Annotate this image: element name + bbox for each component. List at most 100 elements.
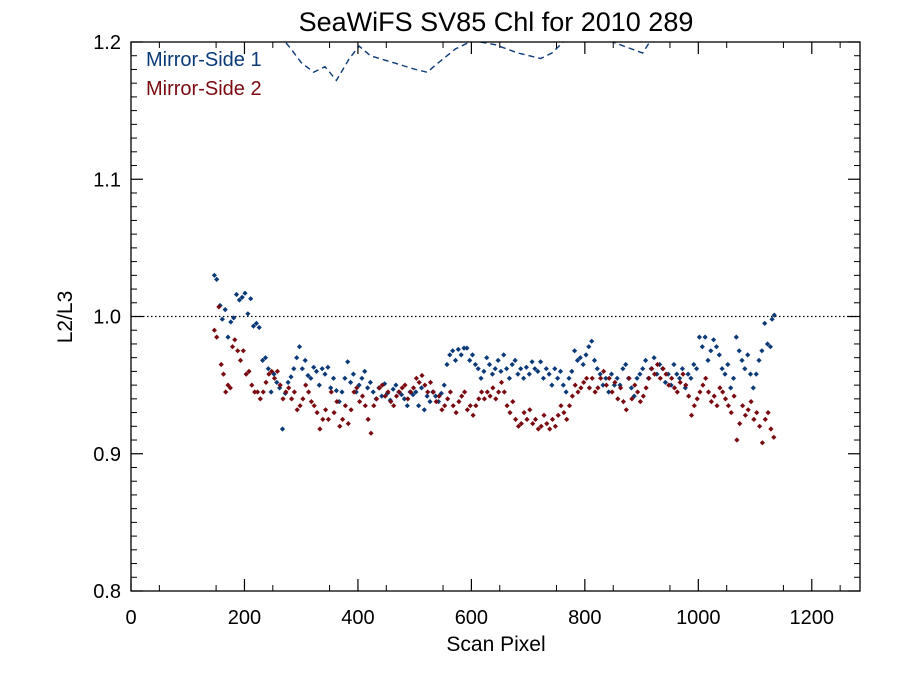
data-point-mirror-side-1 [563,389,569,395]
data-point-mirror-side-1 [342,375,348,381]
data-point-mirror-side-1 [739,357,745,363]
data-point-mirror-side-2 [561,410,567,416]
data-point-mirror-side-2 [274,368,280,374]
data-point-mirror-side-2 [263,379,269,385]
data-point-mirror-side-2 [745,407,751,413]
data-point-mirror-side-1 [469,352,476,358]
data-point-mirror-side-2 [521,410,527,416]
data-point-mirror-side-2 [652,371,658,377]
data-point-mirror-side-1 [526,371,532,377]
data-point-mirror-side-1 [222,307,228,313]
data-point-mirror-side-2 [575,389,581,395]
data-point-mirror-side-2 [277,382,283,388]
data-point-mirror-side-1 [242,290,248,296]
data-point-mirror-side-2 [538,423,544,429]
data-point-mirror-side-1 [262,355,269,361]
data-point-mirror-side-2 [595,385,601,391]
data-point-mirror-side-1 [557,368,564,374]
data-point-mirror-side-1 [450,348,456,354]
data-point-mirror-side-1 [733,334,739,340]
data-point-mirror-side-2 [260,389,266,395]
data-point-mirror-side-1 [637,371,643,377]
data-point-mirror-side-1 [501,352,507,358]
data-point-mirror-side-1 [555,375,561,381]
data-point-mirror-side-1 [515,371,521,377]
data-point-mirror-side-2 [697,389,703,395]
data-point-mirror-side-2 [365,416,371,422]
data-point-mirror-side-2 [368,430,374,436]
data-point-mirror-side-2 [759,440,765,446]
data-point-mirror-side-2 [308,399,314,405]
data-point-mirror-side-2 [359,393,366,399]
data-point-mirror-side-1 [540,375,546,381]
data-point-mirror-side-2 [214,334,220,340]
data-point-mirror-side-2 [527,407,533,413]
data-point-mirror-side-1 [486,361,493,368]
data-point-mirror-side-2 [459,393,465,399]
data-point-mirror-side-2 [717,385,723,391]
data-point-mirror-side-1 [597,371,603,377]
data-point-mirror-side-2 [320,416,326,422]
data-point-mirror-side-2 [271,375,278,381]
data-point-mirror-side-1 [643,357,649,363]
data-point-mirror-side-2 [547,426,553,432]
x-tick-label: 0 [125,607,136,629]
data-point-mirror-side-1 [492,366,498,372]
data-point-mirror-side-2 [762,416,768,422]
data-point-mirror-side-1 [382,381,388,387]
data-point-mirror-side-2 [345,421,351,427]
data-point-mirror-side-1 [231,315,237,321]
data-point-mirror-side-2 [566,403,573,409]
data-point-mirror-side-2 [740,403,746,409]
data-point-mirror-side-2 [325,416,331,422]
data-point-mirror-side-2 [311,403,317,409]
data-point-mirror-side-1 [600,382,606,388]
data-point-mirror-side-2 [422,382,428,388]
data-point-mirror-side-2 [683,382,689,388]
data-point-mirror-side-2 [391,403,397,409]
data-point-mirror-side-1 [495,357,501,363]
data-point-mirror-side-1 [277,385,283,391]
data-point-mirror-side-2 [623,407,629,413]
data-point-mirror-side-1 [705,357,711,363]
data-point-mirror-side-2 [413,375,419,381]
data-point-mirror-side-1 [608,371,615,377]
data-point-mirror-side-1 [504,366,510,372]
data-point-mirror-side-2 [257,396,263,402]
data-point-mirror-side-2 [237,357,244,363]
data-point-mirror-side-1 [591,357,598,363]
data-point-mirror-side-1 [543,366,549,372]
data-point-mirror-side-1 [228,319,234,325]
legend-item-mirror-side-2: Mirror-Side 2 [146,78,262,100]
data-point-mirror-side-1 [750,385,756,391]
data-point-mirror-side-1 [458,352,464,358]
data-point-mirror-side-2 [688,412,695,418]
data-point-mirror-side-2 [510,399,516,405]
data-point-mirror-side-1 [711,337,717,343]
data-point-mirror-side-1 [370,389,376,395]
data-point-mirror-side-2 [728,410,734,416]
data-point-mirror-side-2 [419,372,425,379]
data-point-mirror-side-1 [484,355,490,361]
data-point-mirror-side-2 [374,396,380,402]
data-point-mirror-side-1 [529,359,535,365]
data-point-mirror-side-2 [493,396,499,402]
axis-tick-labels: 0 200 400 600 800 1000 1200 0.8 0.9 1.0 1.1 1.2 [93,32,834,629]
data-point-mirror-side-2 [635,389,641,395]
data-point-mirror-side-1 [239,294,245,300]
data-point-mirror-side-1 [399,392,405,398]
data-point-mirror-side-1 [467,357,473,363]
data-point-mirror-side-1 [481,368,487,374]
data-point-mirror-side-2 [691,403,697,409]
data-point-mirror-side-1 [285,379,291,385]
data-point-mirror-side-1 [302,357,308,363]
data-point-mirror-side-2 [657,375,663,381]
data-point-mirror-side-2 [572,382,578,388]
data-point-mirror-side-2 [626,375,632,381]
data-point-mirror-side-1 [413,389,419,395]
data-point-mirror-side-1 [478,375,484,381]
data-point-mirror-side-2 [306,389,312,395]
data-point-mirror-side-2 [323,407,329,413]
data-point-mirror-side-2 [618,385,624,391]
data-point-mirror-side-2 [632,382,638,388]
